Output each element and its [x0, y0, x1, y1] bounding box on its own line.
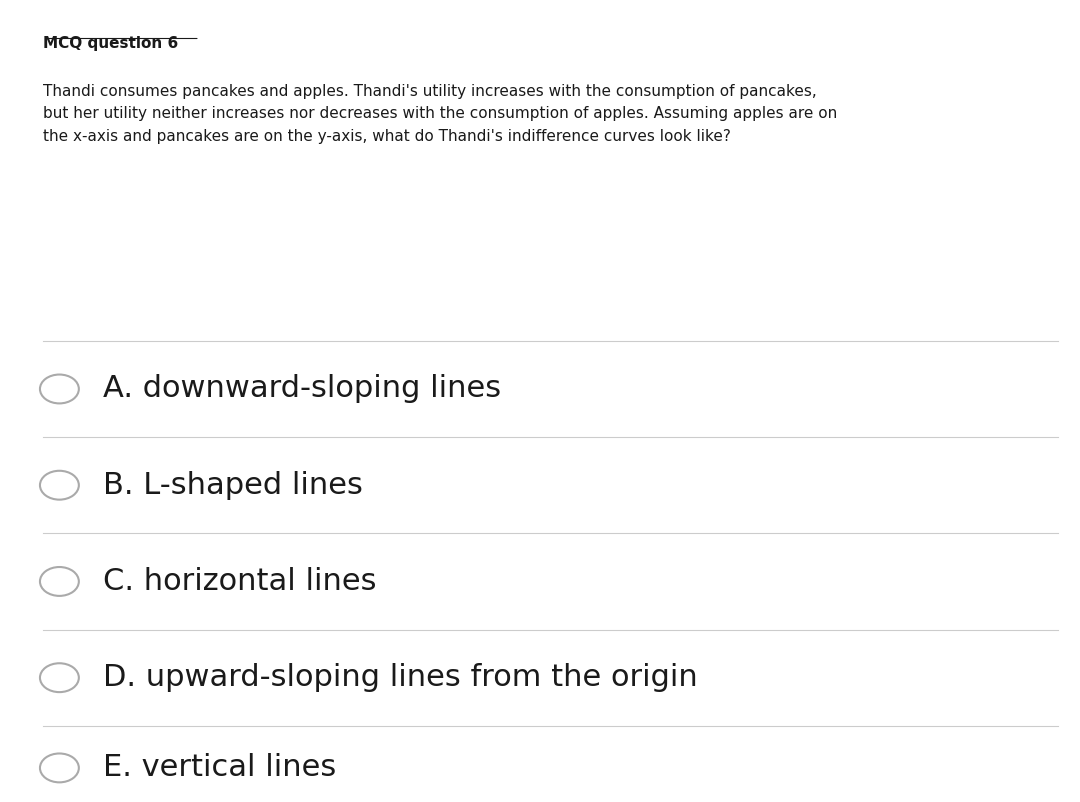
Text: A. downward-sloping lines: A. downward-sloping lines [103, 375, 501, 403]
Text: MCQ question 6: MCQ question 6 [43, 36, 178, 51]
Text: E. vertical lines: E. vertical lines [103, 753, 336, 783]
Text: C. horizontal lines: C. horizontal lines [103, 567, 376, 596]
Text: B. L-shaped lines: B. L-shaped lines [103, 471, 363, 500]
Text: D. upward-sloping lines from the origin: D. upward-sloping lines from the origin [103, 663, 698, 692]
Text: Thandi consumes pancakes and apples. Thandi's utility increases with the consump: Thandi consumes pancakes and apples. Tha… [43, 84, 837, 144]
